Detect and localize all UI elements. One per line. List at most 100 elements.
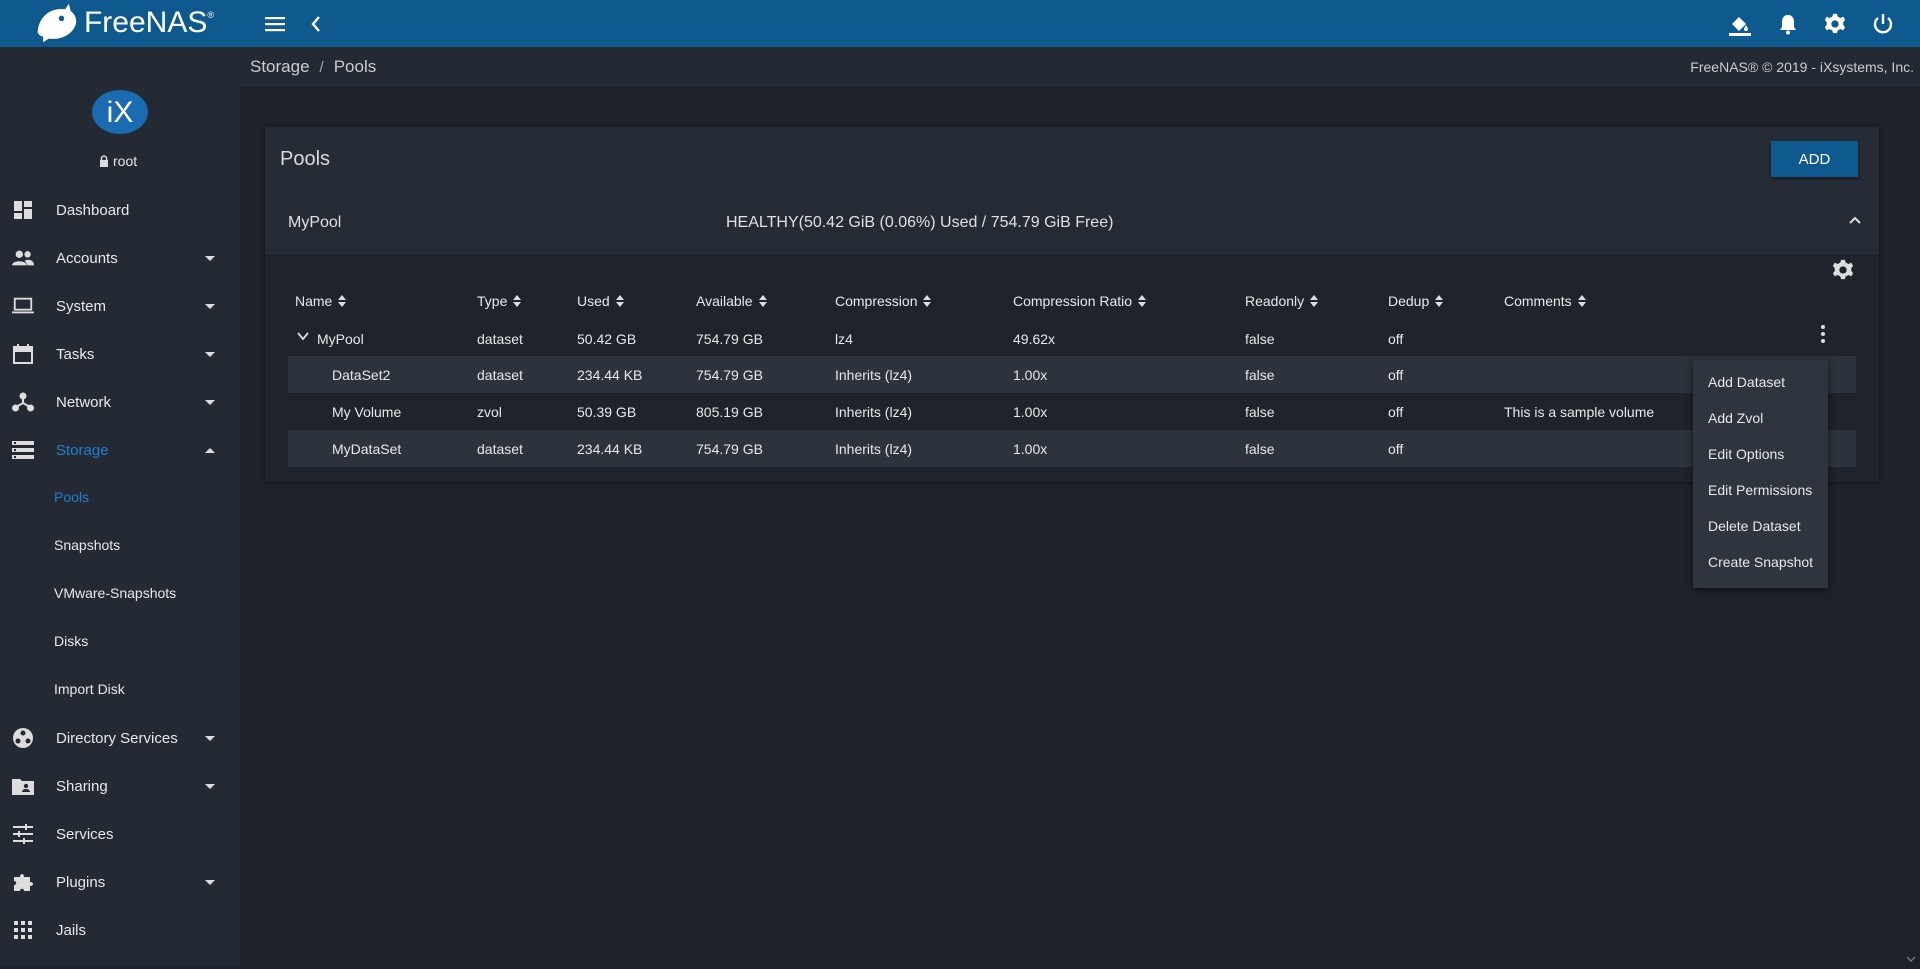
sidebar-item-sharing[interactable]: Sharing xyxy=(0,766,240,806)
caret-up-icon xyxy=(205,447,215,453)
sidebar-subitem-vmware-snapshots[interactable]: VMware-Snapshots xyxy=(54,585,177,601)
cell-dedup: off xyxy=(1388,331,1404,347)
cell-used: 234.44 KB xyxy=(577,441,643,457)
caret-down-icon xyxy=(205,351,215,357)
sidebar-subitem-disks[interactable]: Disks xyxy=(54,633,89,649)
table-row[interactable]: My Volume zvol 50.39 GB 805.19 GB Inheri… xyxy=(288,393,1856,430)
chevron-down-icon[interactable] xyxy=(297,329,309,345)
sidebar-item-label: Jails xyxy=(56,921,87,939)
column-header-comments[interactable]: Comments xyxy=(1504,293,1586,309)
cell-compression: lz4 xyxy=(835,331,853,347)
avatar: iX xyxy=(91,87,149,137)
laptop-icon xyxy=(12,295,34,317)
sort-icon xyxy=(1577,295,1586,307)
breadcrumb-bar: Storage / Pools FreeNAS® © 2019 - iXsyst… xyxy=(240,47,1920,87)
cell-name: My Volume xyxy=(332,404,402,420)
cell-readonly: false xyxy=(1245,367,1275,383)
sidebar-item-label: Tasks xyxy=(56,345,95,363)
cell-compression: Inherits (lz4) xyxy=(835,404,913,420)
sort-icon xyxy=(1310,295,1319,307)
column-header-compression-ratio[interactable]: Compression Ratio xyxy=(1013,293,1147,309)
header-label: Compression Ratio xyxy=(1013,293,1133,309)
table-row[interactable]: MyDataSet dataset 234.44 KB 754.79 GB In… xyxy=(288,430,1856,467)
header-label: Available xyxy=(696,293,753,309)
cell-dedup: off xyxy=(1388,441,1404,457)
cell-compression-ratio: 1.00x xyxy=(1013,441,1048,457)
sidebar-item-directory-services[interactable]: Directory Services xyxy=(0,718,240,758)
sort-icon xyxy=(923,295,932,307)
cell-compression: Inherits (lz4) xyxy=(835,441,913,457)
menu-item-edit-options[interactable]: Edit Options xyxy=(1708,446,1785,462)
header-label: Dedup xyxy=(1388,293,1430,309)
cell-compression-ratio: 1.00x xyxy=(1013,404,1048,420)
menu-item-add-dataset[interactable]: Add Dataset xyxy=(1708,374,1786,390)
paint-bucket-icon[interactable] xyxy=(1728,12,1752,36)
dashboard-icon xyxy=(12,199,34,221)
sidebar-item-label: Sharing xyxy=(56,777,108,795)
pool-name: MyPool xyxy=(288,214,342,231)
sidebar-item-label: Network xyxy=(56,393,112,411)
row-actions-kebab-icon[interactable] xyxy=(1813,322,1833,346)
column-header-name[interactable]: Name xyxy=(295,293,347,309)
column-header-available[interactable]: Available xyxy=(696,293,767,309)
page-title: Pools xyxy=(280,148,331,170)
menu-item-edit-permissions[interactable]: Edit Permissions xyxy=(1708,482,1813,498)
chevron-left-icon[interactable] xyxy=(304,12,328,36)
table-settings-gear-icon[interactable] xyxy=(1832,259,1856,283)
menu-item-add-zvol[interactable]: Add Zvol xyxy=(1708,410,1764,426)
pool-header-row[interactable]: MyPool HEALTHY(50.42 GiB (0.06%) Used / … xyxy=(265,190,1879,255)
cell-compression: Inherits (lz4) xyxy=(835,367,913,383)
sidebar: iX root Dashboard Accounts System Tasks … xyxy=(0,47,240,966)
trademark: ® xyxy=(207,10,214,20)
gear-icon[interactable] xyxy=(1823,12,1847,36)
cell-dedup: off xyxy=(1388,367,1404,383)
add-pool-button[interactable]: ADD xyxy=(1771,141,1858,177)
sidebar-item-dashboard[interactable]: Dashboard xyxy=(0,190,240,230)
sidebar-subitem-import-disk[interactable]: Import Disk xyxy=(54,681,125,697)
column-header-dedup[interactable]: Dedup xyxy=(1388,293,1444,309)
app-name: FreeNAS xyxy=(83,6,208,39)
sidebar-item-services[interactable]: Services xyxy=(0,814,240,854)
sidebar-item-system[interactable]: System xyxy=(0,286,240,326)
sidebar-item-label: Dashboard xyxy=(56,201,130,219)
sidebar-item-accounts[interactable]: Accounts xyxy=(0,238,240,278)
column-header-readonly[interactable]: Readonly xyxy=(1245,293,1319,309)
caret-down-icon xyxy=(205,303,215,309)
freenas-logo[interactable]: FreeNAS ® xyxy=(34,2,214,44)
menu-icon[interactable] xyxy=(264,12,288,36)
sidebar-item-storage[interactable]: Storage xyxy=(0,430,240,470)
cell-dedup: off xyxy=(1388,404,1404,420)
cell-compression-ratio: 49.62x xyxy=(1013,331,1056,347)
sidebar-item-tasks[interactable]: Tasks xyxy=(0,334,240,374)
sidebar-item-label: Directory Services xyxy=(56,729,178,747)
network-icon xyxy=(12,391,34,413)
sort-icon xyxy=(615,295,624,307)
cell-compression-ratio: 1.00x xyxy=(1013,367,1048,383)
sidebar-subitem-snapshots[interactable]: Snapshots xyxy=(54,537,121,553)
sidebar-item-jails[interactable]: Jails xyxy=(0,910,240,950)
table-row[interactable]: DataSet2 dataset 234.44 KB 754.79 GB Inh… xyxy=(288,356,1856,393)
chevron-up-icon[interactable] xyxy=(1847,212,1863,228)
breadcrumb-storage[interactable]: Storage xyxy=(250,57,310,76)
sidebar-subitem-pools[interactable]: Pools xyxy=(54,489,90,505)
cell-available: 754.79 GB xyxy=(696,331,763,347)
table-row[interactable]: MyPool dataset 50.42 GB 754.79 GB lz4 49… xyxy=(288,320,1856,357)
column-header-compression[interactable]: Compression xyxy=(835,293,932,309)
menu-item-delete-dataset[interactable]: Delete Dataset xyxy=(1708,518,1801,534)
top-bar: FreeNAS ® xyxy=(0,0,1920,47)
sort-icon xyxy=(1138,295,1147,307)
scroll-down-icon[interactable] xyxy=(1906,951,1916,962)
column-header-used[interactable]: Used xyxy=(577,293,624,309)
caret-down-icon xyxy=(205,879,215,885)
bell-icon[interactable] xyxy=(1776,12,1800,36)
cell-type: dataset xyxy=(477,441,523,457)
header-label: Type xyxy=(477,293,508,309)
cell-readonly: false xyxy=(1245,331,1275,347)
sidebar-item-network[interactable]: Network xyxy=(0,382,240,422)
caret-down-icon xyxy=(205,735,215,741)
column-header-type[interactable]: Type xyxy=(477,293,522,309)
sidebar-item-plugins[interactable]: Plugins xyxy=(0,862,240,902)
power-icon[interactable] xyxy=(1871,12,1895,36)
menu-item-create-snapshot[interactable]: Create Snapshot xyxy=(1708,554,1814,570)
lock-icon xyxy=(100,155,108,167)
